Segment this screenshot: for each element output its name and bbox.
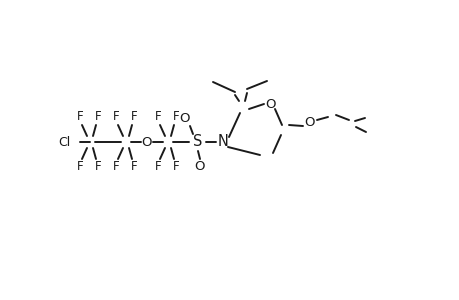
Text: O: O (179, 112, 190, 125)
Text: F: F (95, 110, 101, 124)
Text: O: O (265, 98, 276, 110)
Text: O: O (141, 136, 152, 148)
Text: S: S (193, 134, 202, 149)
Text: O: O (194, 160, 205, 173)
Text: F: F (130, 160, 137, 173)
Text: F: F (112, 160, 119, 173)
Text: F: F (77, 110, 83, 124)
Text: F: F (95, 160, 101, 173)
Text: Cl: Cl (59, 136, 71, 148)
Text: F: F (77, 160, 83, 173)
Text: F: F (130, 110, 137, 124)
Text: F: F (112, 110, 119, 124)
Text: O: O (304, 116, 314, 128)
Text: F: F (154, 160, 161, 173)
Text: F: F (172, 160, 179, 173)
Text: F: F (154, 110, 161, 124)
Text: N: N (217, 134, 228, 149)
Text: F: F (172, 110, 179, 124)
